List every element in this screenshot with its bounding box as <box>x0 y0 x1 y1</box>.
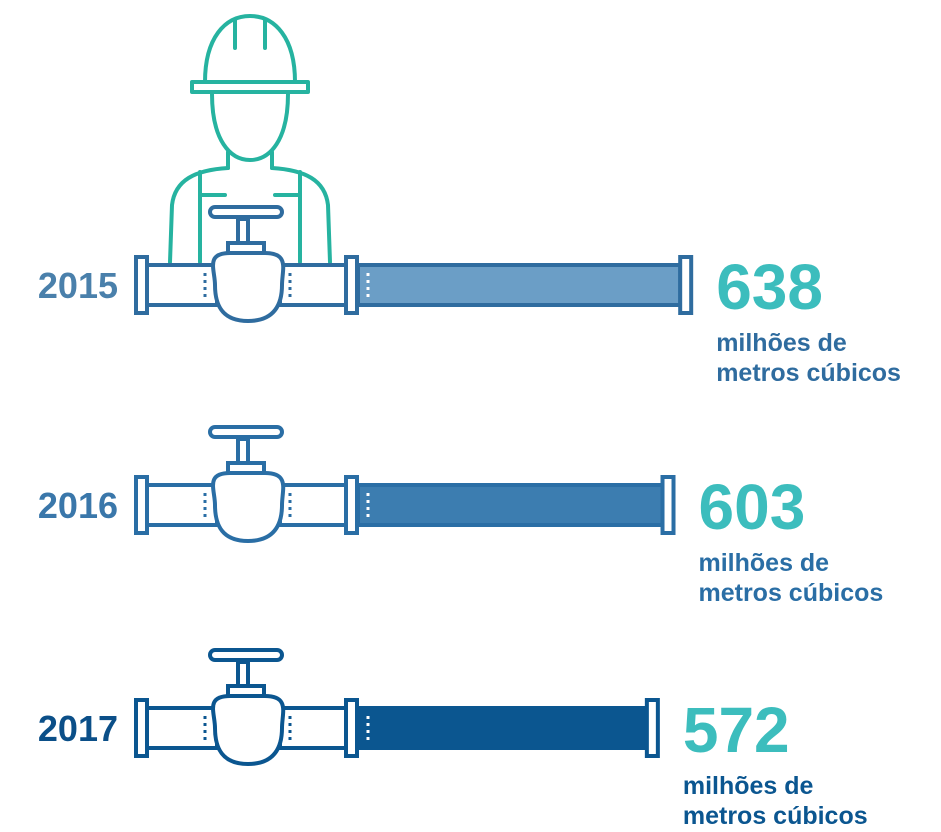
valve-body <box>211 251 286 324</box>
valve-body <box>211 471 286 544</box>
unit-label: metros cúbicos <box>716 359 901 387</box>
year-label: 2016 <box>38 485 118 526</box>
value-label: 572 <box>683 694 790 766</box>
flange <box>660 475 676 535</box>
pipe-segment <box>145 706 219 750</box>
bar <box>356 706 649 750</box>
valve-handle <box>208 425 284 439</box>
flange <box>344 255 359 315</box>
bar <box>356 483 665 527</box>
flange <box>678 255 694 315</box>
unit-label: metros cúbicos <box>683 802 868 830</box>
value-label: 603 <box>699 471 806 543</box>
pipe-segment <box>278 263 348 307</box>
pipe-segment <box>278 706 348 750</box>
neck <box>226 150 274 170</box>
value-label: 638 <box>716 251 823 323</box>
flange <box>344 698 359 758</box>
pipe-segment <box>145 263 219 307</box>
unit-label: milhões de <box>683 772 814 800</box>
unit-label: milhões de <box>716 329 847 357</box>
pipe <box>134 205 359 324</box>
year-label: 2017 <box>38 708 118 749</box>
valve-body <box>211 694 286 767</box>
unit-label: metros cúbicos <box>699 579 884 607</box>
bar <box>356 263 683 307</box>
year-label: 2015 <box>38 265 118 306</box>
valve-handle <box>208 205 284 219</box>
pipe-segment <box>145 483 219 527</box>
helmet <box>203 14 297 84</box>
shoulders <box>168 166 332 264</box>
helmet-brim <box>190 80 310 94</box>
pipe <box>134 425 359 544</box>
worker-icon <box>168 14 332 264</box>
pipe <box>134 648 359 767</box>
pipe-segment <box>278 483 348 527</box>
flange <box>344 475 359 535</box>
helmet-ridge <box>233 18 267 50</box>
face <box>210 92 290 162</box>
unit-label: milhões de <box>699 549 830 577</box>
flange <box>644 698 660 758</box>
valve-handle <box>208 648 284 662</box>
overalls <box>198 170 302 264</box>
